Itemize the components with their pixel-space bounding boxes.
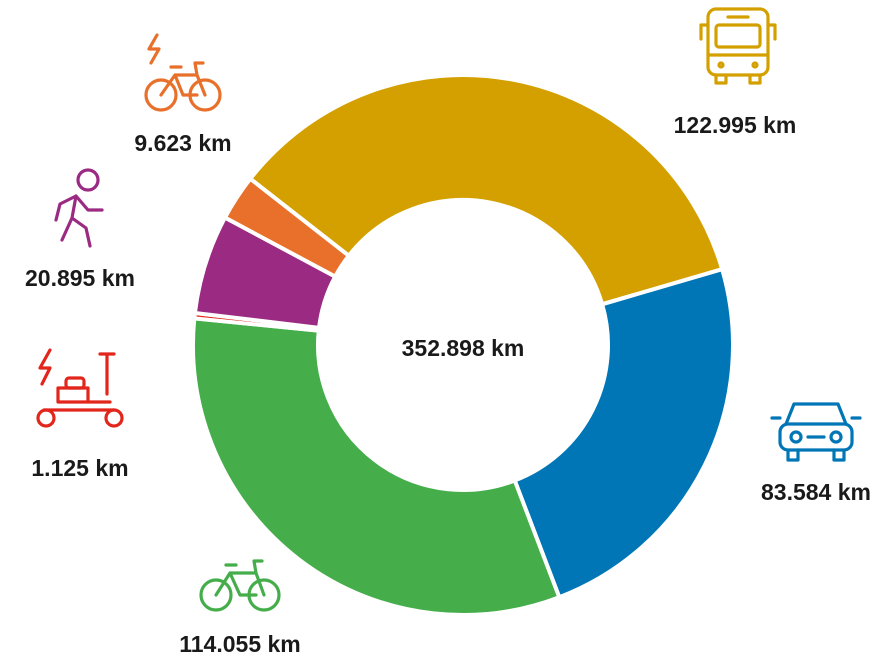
value-label: 122.995 km xyxy=(674,112,797,138)
slice xyxy=(191,316,562,617)
total-label: 352.898 km xyxy=(402,335,525,361)
slice xyxy=(222,175,352,280)
value-label: 1.125 km xyxy=(31,455,128,481)
slice xyxy=(512,266,735,600)
walk-icon xyxy=(54,168,104,248)
value-label: 83.584 km xyxy=(761,479,871,505)
ebike-icon xyxy=(144,33,222,112)
slices xyxy=(191,73,735,617)
value-label: 9.623 km xyxy=(134,130,231,156)
bike-icon xyxy=(199,559,281,612)
value-label: 114.055 km xyxy=(179,631,301,657)
car-icon xyxy=(770,402,862,462)
slice xyxy=(247,73,725,307)
scooter-icon xyxy=(36,350,124,428)
value-label: 20.895 km xyxy=(25,265,135,291)
bus-icon xyxy=(699,7,777,85)
